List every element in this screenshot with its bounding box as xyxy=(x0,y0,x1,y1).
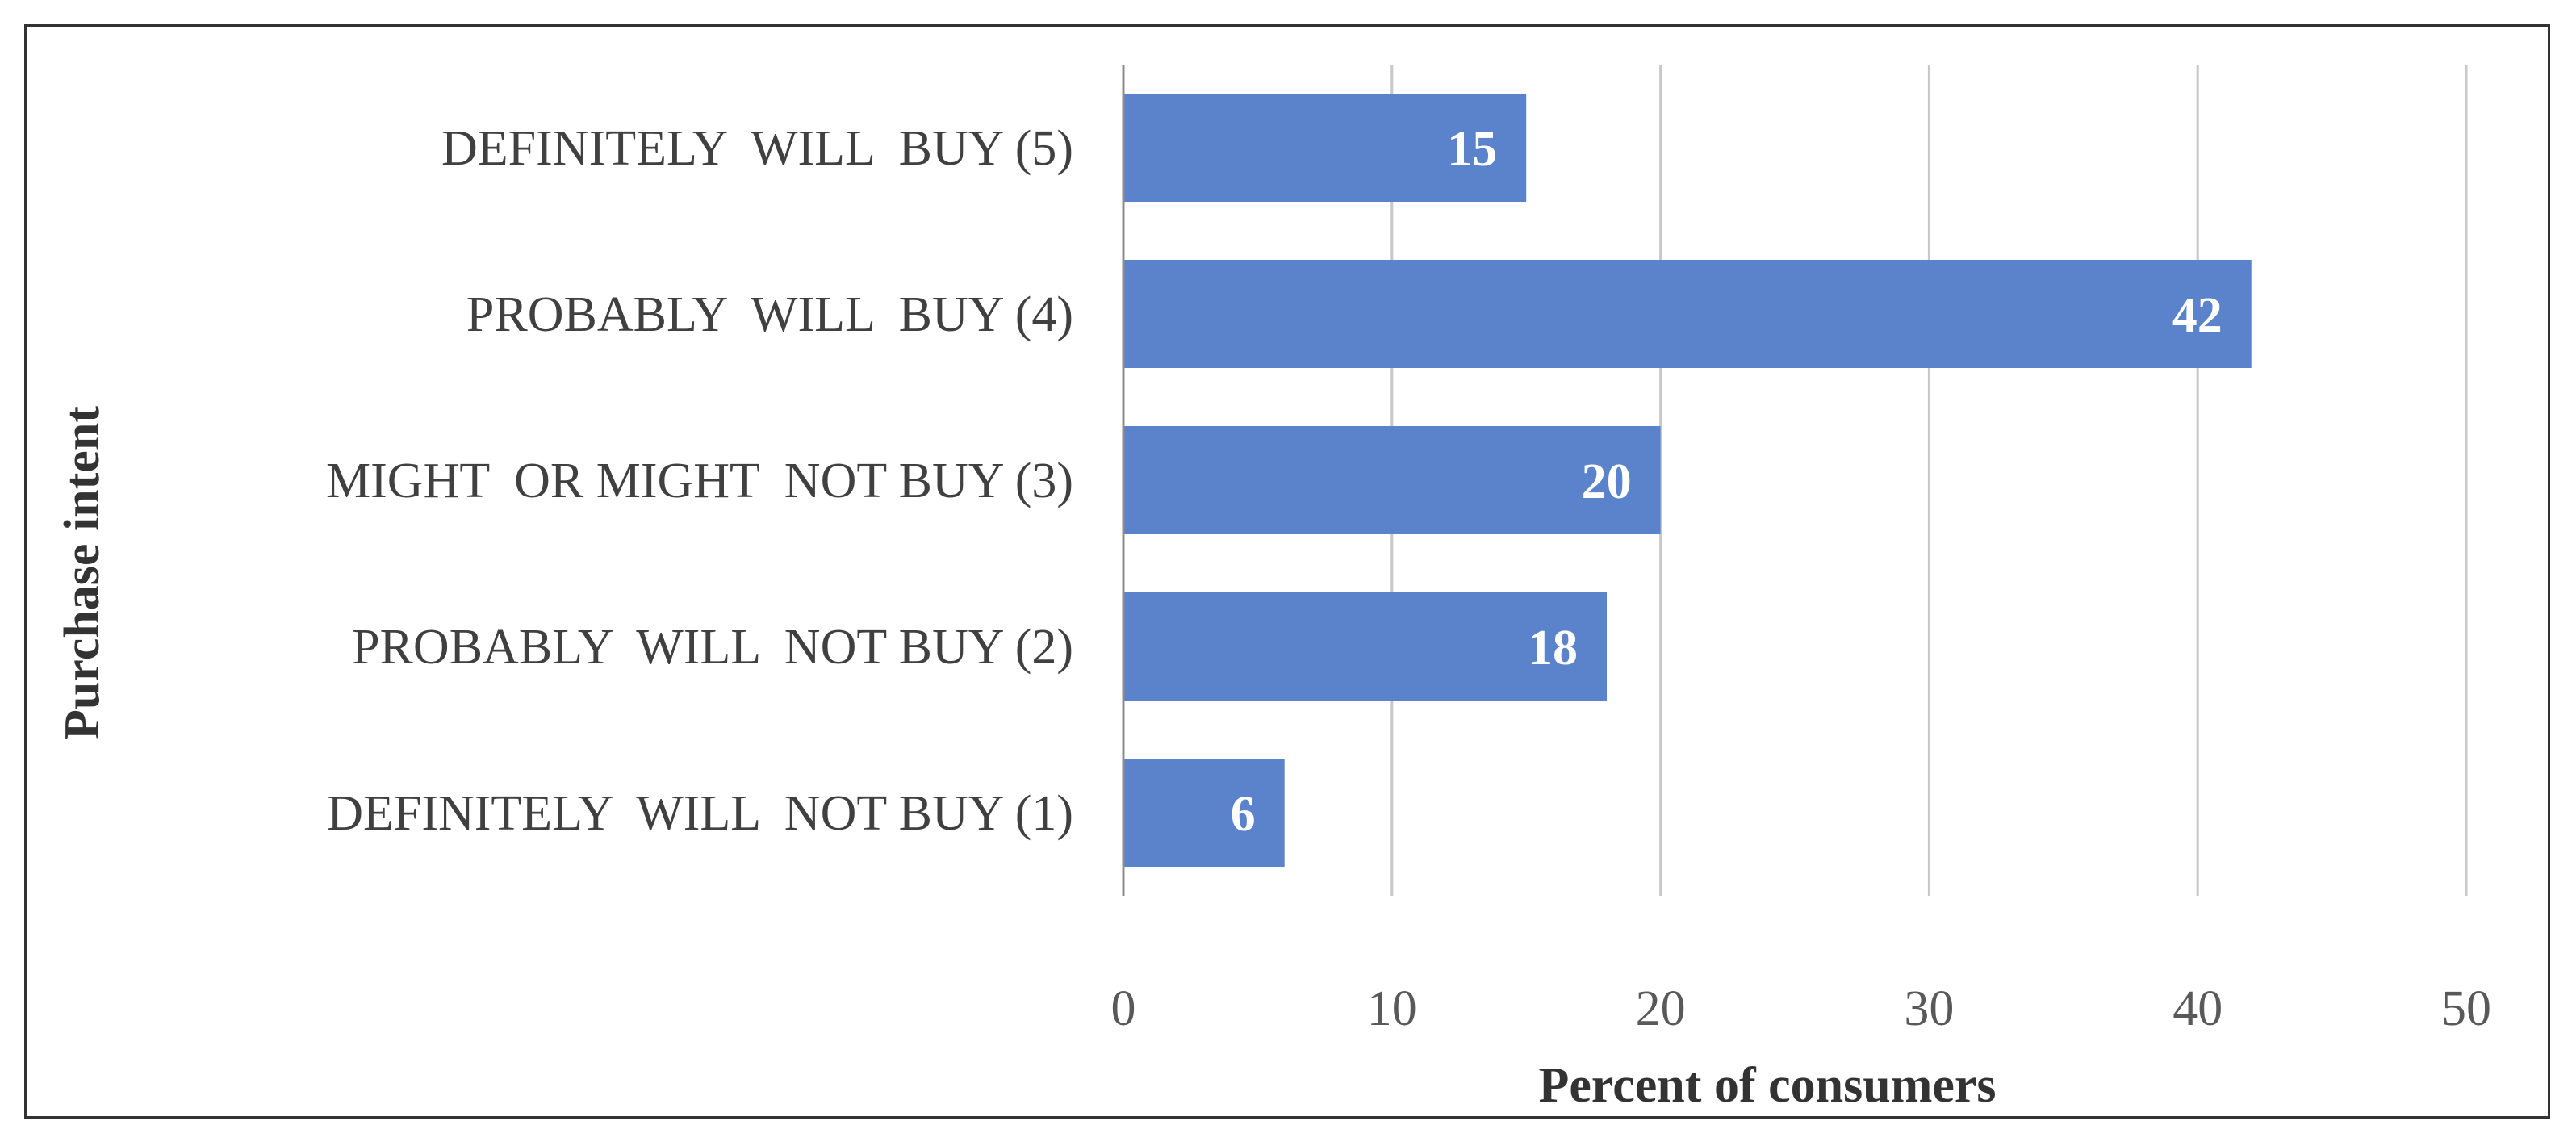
x-tick-label-0: 0 xyxy=(1111,981,1136,1036)
x-axis-title: Percent of consumers xyxy=(1538,1058,1996,1113)
data-label-3: 20 xyxy=(1582,454,1632,509)
chart-frame xyxy=(24,24,2550,1119)
x-tick-label-20: 20 xyxy=(1636,981,1686,1036)
y-axis-title: Purchase intent xyxy=(55,406,110,740)
bars xyxy=(1123,94,2252,867)
data-label-1: 15 xyxy=(1447,122,1497,177)
bar-2 xyxy=(1123,260,2252,368)
data-label-5: 6 xyxy=(1231,787,1256,842)
x-tick-label-30: 30 xyxy=(1904,981,1954,1036)
bar-1 xyxy=(1123,94,1527,202)
labels: 0 10 20 30 40 50 DEFINITELY WILL BUY (5) 15 PROB… xyxy=(326,121,2491,1036)
bar-5 xyxy=(1123,759,1285,867)
data-label-4: 18 xyxy=(1528,621,1578,675)
bar-3 xyxy=(1123,426,1661,534)
category-label-2: PROBABLY WILL BUY (4) xyxy=(466,287,1073,342)
category-label-3: MIGHT OR MIGHT NOT BUY (3) xyxy=(326,454,1073,508)
bar-4 xyxy=(1123,592,1608,701)
x-tick-label-10: 10 xyxy=(1367,981,1417,1036)
category-label-5: DEFINITELY WILL NOT BUY (1) xyxy=(327,786,1073,841)
category-label-4: PROBABLY WILL NOT BUY (2) xyxy=(352,620,1073,675)
category-label-1: DEFINITELY WILL BUY (5) xyxy=(441,121,1073,176)
x-tick-label-50: 50 xyxy=(2441,981,2491,1036)
x-tick-label-40: 40 xyxy=(2172,981,2223,1036)
data-label-2: 42 xyxy=(2172,288,2223,343)
